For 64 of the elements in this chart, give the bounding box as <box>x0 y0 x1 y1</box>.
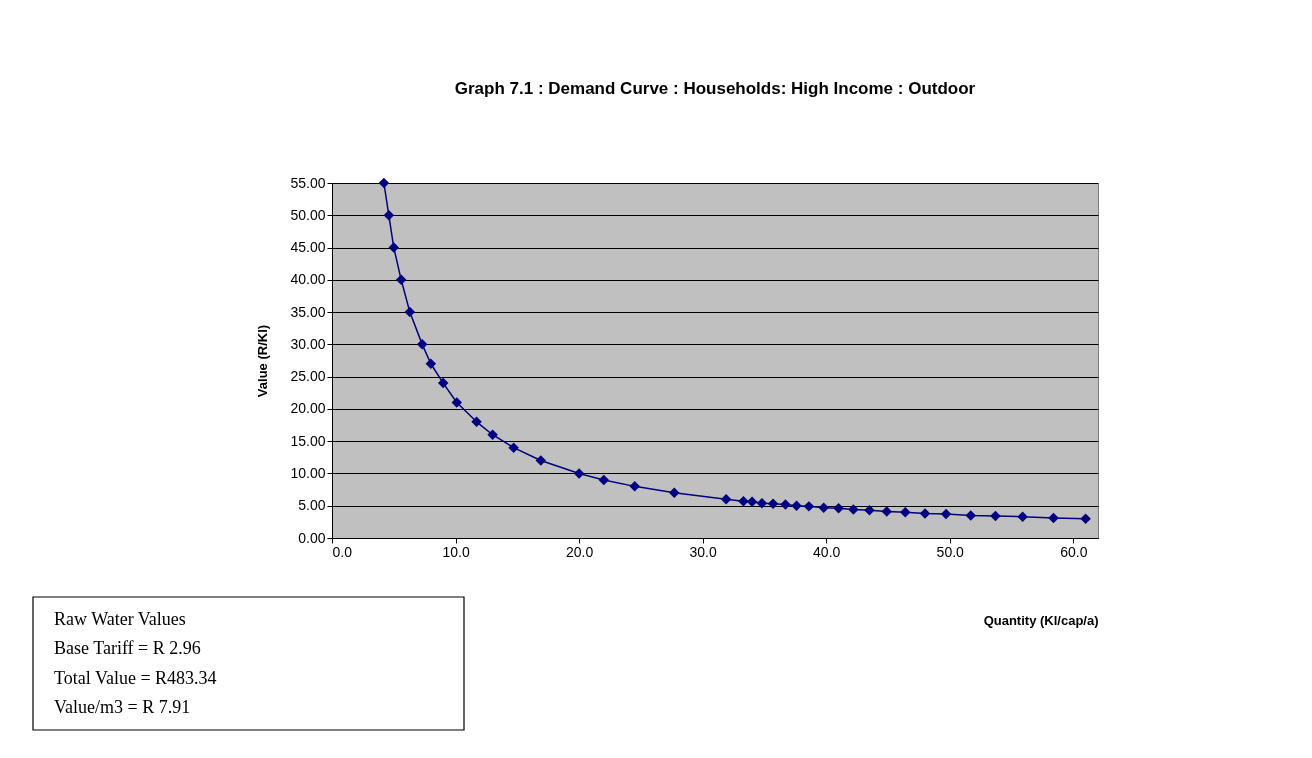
x-tick-label: 50.0 <box>936 543 965 560</box>
point <box>965 510 976 521</box>
y-axis-title: Value (R/Kl) <box>255 324 271 398</box>
point <box>487 429 498 440</box>
text: Value/m3 = R 7.91 <box>54 697 191 718</box>
x-tick-label: 30.0 <box>689 543 717 560</box>
point <box>864 505 875 516</box>
x-tick-label: 0.0 <box>332 543 353 560</box>
point <box>833 503 844 514</box>
point <box>416 339 428 350</box>
chart-title: Graph 7.1 : Demand Curve : Households: High Income : Outdoor <box>454 79 976 98</box>
y-tick-label: 50.00 <box>290 206 326 223</box>
y-tick-label: 40.00 <box>290 271 326 288</box>
text: Raw Water Values <box>54 608 186 629</box>
x-tick-label: 40.0 <box>813 543 841 560</box>
y-tick-label: 30.00 <box>290 335 326 352</box>
point <box>573 468 585 479</box>
y-tick-label: 15.00 <box>290 432 326 449</box>
point <box>629 481 640 492</box>
point <box>900 506 911 518</box>
point <box>803 501 815 512</box>
point <box>738 495 749 507</box>
point <box>598 474 610 486</box>
point <box>471 416 482 428</box>
point <box>451 397 463 408</box>
point <box>881 506 892 517</box>
point <box>919 508 931 519</box>
point <box>1048 512 1059 524</box>
point <box>848 504 859 515</box>
y-tick-label: 55.00 <box>290 174 326 191</box>
x-tick-label: 20.0 <box>565 543 594 560</box>
y-tick-label: 5.00 <box>298 497 326 514</box>
x-tick-label: 60.0 <box>1060 543 1088 560</box>
point <box>990 510 1001 522</box>
y-tick-label: 0.00 <box>298 529 326 546</box>
point <box>767 498 779 510</box>
point <box>437 377 449 389</box>
point <box>940 508 952 520</box>
x-axis-title: Quantity (Kl/cap/a) <box>983 612 1099 628</box>
point <box>1017 511 1028 522</box>
point <box>668 487 680 499</box>
y-tick-label: 35.00 <box>290 303 326 320</box>
y-tick-label: 45.00 <box>290 239 326 256</box>
y-tick-label: 20.00 <box>290 400 326 417</box>
point <box>818 502 829 513</box>
point <box>1080 513 1091 524</box>
x-tick-label: 10.0 <box>442 543 470 560</box>
y-tick-label: 10.00 <box>290 464 326 481</box>
point <box>388 242 400 253</box>
point <box>404 306 416 318</box>
point <box>395 274 407 286</box>
point <box>383 210 395 221</box>
point <box>535 455 547 466</box>
point <box>425 358 437 369</box>
text: Base Tariff = R 2.96 <box>54 638 201 659</box>
point <box>508 442 519 453</box>
point <box>780 499 791 510</box>
point <box>756 497 768 509</box>
y-tick-label: 25.00 <box>290 368 326 385</box>
point <box>746 496 758 508</box>
text: Total Value = R483.34 <box>54 667 217 688</box>
point <box>720 494 732 505</box>
point <box>791 500 802 511</box>
point <box>378 177 390 189</box>
